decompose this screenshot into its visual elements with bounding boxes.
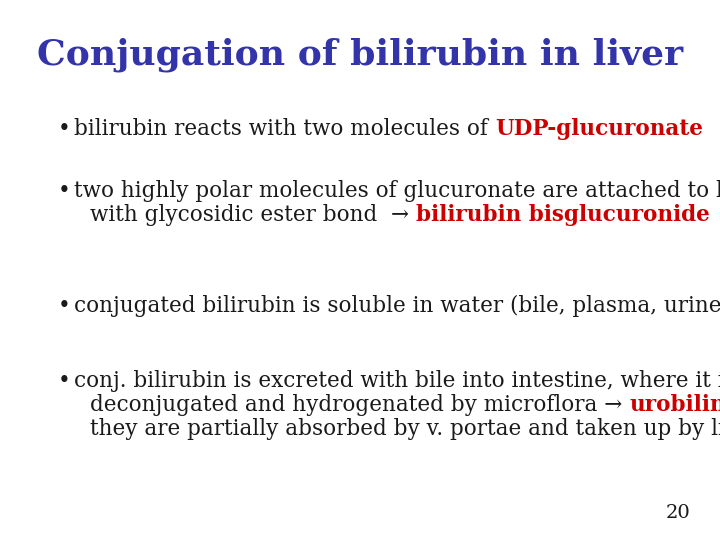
Text: bilirubin reacts with two molecules of: bilirubin reacts with two molecules of: [74, 118, 495, 140]
Text: Conjugation of bilirubin in liver: Conjugation of bilirubin in liver: [37, 38, 683, 72]
Text: they are partially absorbed by v. portae and taken up by liver: they are partially absorbed by v. portae…: [90, 418, 720, 440]
Text: bilirubin bisglucuronide: bilirubin bisglucuronide: [416, 204, 710, 226]
Text: conjugated bilirubin is soluble in water (bile, plasma, urine): conjugated bilirubin is soluble in water…: [74, 295, 720, 317]
Text: with glycosidic ester bond  →: with glycosidic ester bond →: [90, 204, 416, 226]
Text: two highly polar molecules of glucuronate are attached to bilirubin: two highly polar molecules of glucuronat…: [74, 180, 720, 202]
Text: •: •: [58, 180, 71, 202]
Text: •: •: [58, 370, 71, 392]
Text: UDP-glucuronate: UDP-glucuronate: [495, 118, 703, 140]
Text: urobilinogens: urobilinogens: [629, 394, 720, 416]
Text: conj. bilirubin is excreted with bile into intestine, where it is: conj. bilirubin is excreted with bile in…: [74, 370, 720, 392]
Text: deconjugated and hydrogenated by microflora →: deconjugated and hydrogenated by microfl…: [90, 394, 629, 416]
Text: •: •: [58, 118, 71, 140]
Text: •: •: [58, 295, 71, 317]
Text: 20: 20: [665, 504, 690, 522]
